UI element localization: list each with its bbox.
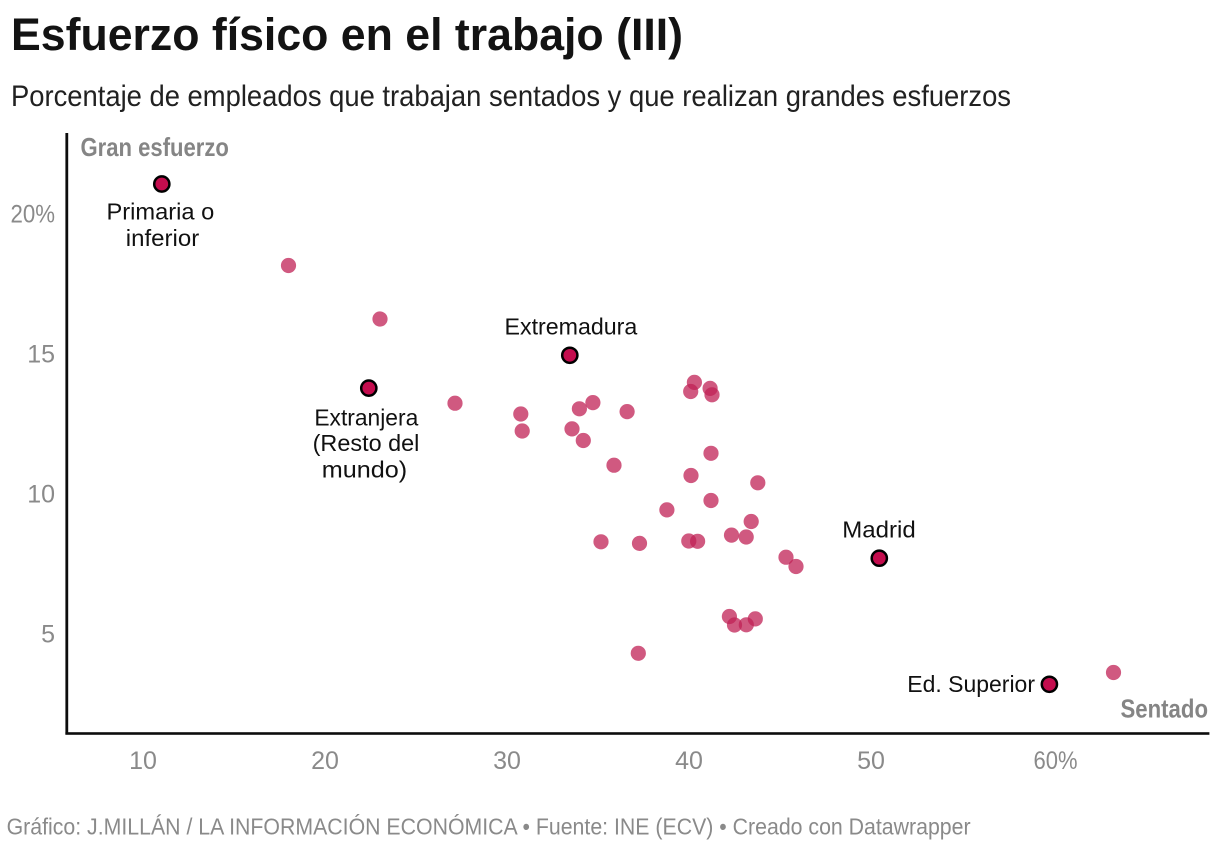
svg-text:Extremadura: Extremadura	[505, 314, 638, 340]
svg-text:10: 10	[129, 747, 157, 775]
svg-text:40: 40	[675, 747, 703, 775]
svg-text:Porcentaje de empleados que tr: Porcentaje de empleados que trabajan sen…	[11, 80, 1011, 113]
svg-text:20: 20	[311, 747, 339, 775]
svg-text:Sentado: Sentado	[1121, 694, 1209, 724]
svg-text:20%: 20%	[11, 201, 56, 229]
svg-text:(Resto del: (Resto del	[313, 430, 420, 456]
svg-text:50: 50	[857, 747, 885, 775]
svg-text:10: 10	[27, 481, 55, 509]
svg-text:Madrid: Madrid	[842, 516, 915, 542]
svg-text:Gráfico: J.MILLÁN / LA INFORMA: Gráfico: J.MILLÁN / LA INFORMACIÓN ECONÓ…	[7, 814, 971, 840]
svg-text:inferior: inferior	[126, 225, 200, 251]
svg-text:5: 5	[41, 620, 55, 648]
svg-text:30: 30	[493, 747, 521, 775]
svg-text:Extranjera: Extranjera	[314, 404, 418, 430]
svg-text:Primaria o: Primaria o	[106, 199, 214, 225]
svg-text:15: 15	[27, 341, 55, 369]
svg-text:mundo): mundo)	[322, 456, 407, 482]
svg-text:Gran esfuerzo: Gran esfuerzo	[81, 132, 229, 162]
svg-text:60%: 60%	[1034, 747, 1078, 775]
svg-text:Ed. Superior: Ed. Superior	[907, 671, 1035, 697]
svg-text:Esfuerzo físico en el trabajo: Esfuerzo físico en el trabajo (III)	[11, 9, 683, 60]
